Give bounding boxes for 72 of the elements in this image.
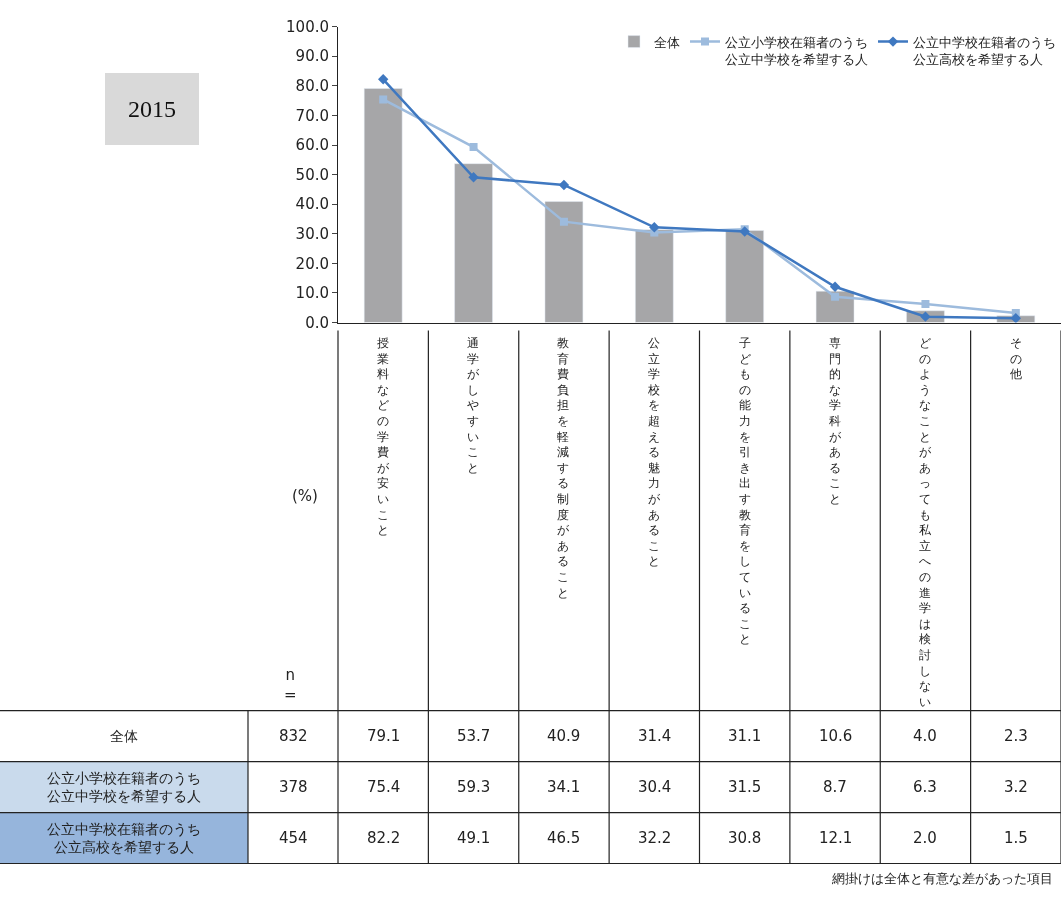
point [829,281,841,292]
text: n = [284,666,297,704]
legend-label: 公立小学校在籍者のうち公立中学校を希望する人 [725,34,868,67]
y-tick-label: 80.0 [295,77,329,96]
text: 全体 [110,728,138,744]
point [468,172,479,183]
bar [544,201,584,323]
point [831,292,840,301]
data-label: 53.7 [457,727,491,745]
bar [363,88,403,323]
y-tick-label: 20.0 [295,254,329,273]
y-tick-label: 50.0 [295,165,329,184]
text: 網掛けは全体と有意な差があった項目 [831,871,1053,886]
data-label: 46.5 [547,829,581,847]
data-label: 10.6 [819,727,853,745]
point [377,74,389,85]
data-label: 34.1 [547,778,581,796]
category-label: どのようなことがあっても私立への進学は検討しない [919,336,931,709]
point [1010,312,1022,323]
y-tick-label: 100.0 [286,17,329,36]
y-tick-label: 10.0 [295,284,329,303]
y-tick-label: 30.0 [295,225,329,244]
text: 454 [279,829,308,847]
data-label: 6.3 [913,778,937,796]
data-label: 31.1 [728,727,762,745]
data-label: 82.2 [367,829,401,847]
data-label: 4.0 [913,727,937,745]
legend-label: 公立中学校在籍者のうち公立高校を希望する人 [913,34,1056,67]
x-tick-label: その他 [1010,336,1022,382]
data-label: 79.1 [367,727,401,745]
category-label: 教育費負担を軽減する制度があること [557,336,569,600]
text: (%) [292,487,318,505]
text: 378 [279,778,308,796]
data-label: 30.8 [728,829,762,847]
legend-label: 全体 [654,34,680,50]
data-label: 12.1 [819,829,853,847]
text: 公立小学校在籍者のうち公立中学校を希望する人 [47,770,201,805]
data-label: 2.3 [1004,727,1028,745]
point [559,217,568,226]
data-label: 2.0 [913,829,937,847]
point [379,95,388,104]
y-tick-label: 90.0 [295,47,329,66]
data-label: 3.2 [1004,778,1028,796]
category-label: 子どもの能力を引き出す教育をしていること [739,336,751,647]
bar [635,229,674,323]
data-label: 32.2 [638,829,672,847]
bar [725,230,764,323]
y-tick-label: 40.0 [295,195,329,214]
data-label: 49.1 [457,829,491,847]
point [469,143,478,152]
data-label: 8.7 [823,778,847,796]
data-label: 59.3 [457,778,491,796]
category-label: 公立学校を超える魅力があること [648,336,660,569]
text: 832 [279,727,308,745]
data-label: 31.5 [728,778,762,796]
category-label: 授業料などの学費が安いこと [377,336,389,538]
y-tick-label: 60.0 [295,136,329,155]
text: 公立中学校在籍者のうち公立高校を希望する人 [47,821,201,856]
data-label: 31.4 [638,727,672,745]
data-label: 75.4 [367,778,401,796]
data-label: 1.5 [1004,829,1028,847]
data-label: 40.9 [547,727,581,745]
point [921,299,930,308]
point [558,179,570,191]
y-tick-label: 70.0 [295,106,329,125]
category-label: 通学がしやすいこと [467,336,479,475]
bar [454,163,493,323]
y-tick-label: 0.0 [305,313,329,332]
category-label: 専門的な学科があること [829,336,841,506]
text: 2015 [128,96,176,122]
point [649,222,660,233]
data-label: 30.4 [638,778,672,796]
